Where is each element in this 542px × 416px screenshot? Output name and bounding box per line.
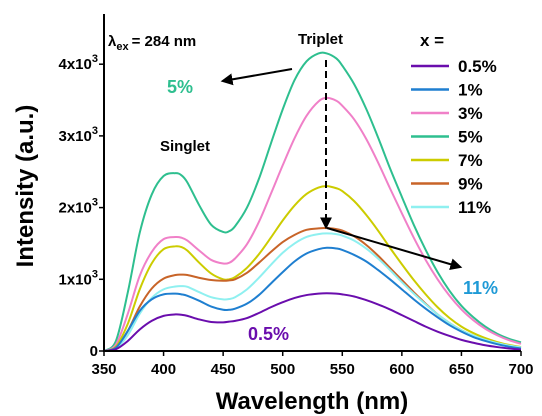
- y-tick-label: 1x103: [59, 268, 99, 288]
- x-axis-title: Wavelength (nm): [216, 388, 408, 415]
- excitation-annotation: λex = 284 nm: [108, 33, 196, 53]
- series-line-1pct: [103, 246, 522, 352]
- label-11-percent: 11%: [463, 278, 498, 298]
- label-0-5-percent: 0.5%: [248, 324, 289, 344]
- legend-label: 0.5%: [458, 57, 497, 76]
- series-line-7pct: [103, 185, 522, 352]
- legend-label: 9%: [458, 175, 483, 194]
- series-line-9pct: [103, 226, 522, 352]
- x-tick-label: 650: [449, 361, 474, 378]
- arrow-to-11-percent: [326, 227, 463, 271]
- x-tick-label: 350: [91, 361, 116, 378]
- x-tick-label: 500: [270, 361, 295, 378]
- x-tick-label: 450: [211, 361, 236, 378]
- y-tick-label: 3x103: [59, 125, 99, 145]
- legend-label: 11%: [458, 198, 491, 217]
- legend-title: x =: [420, 31, 444, 50]
- y-tick-label: 2x103: [59, 197, 99, 217]
- arrows: [220, 60, 463, 271]
- series-line-0-5pct: [103, 292, 522, 352]
- plot-curves: [103, 51, 522, 352]
- x-tick-label: 550: [330, 361, 355, 378]
- legend-label: 5%: [458, 128, 483, 147]
- y-tick-label: 4x103: [59, 53, 99, 73]
- x-tick-label: 400: [151, 361, 176, 378]
- series-line-11pct: [103, 232, 522, 352]
- series-line-5pct: [103, 51, 522, 352]
- y-ticks: 0 1x103 2x103 3x103 4x103: [59, 53, 104, 360]
- label-5-percent: 5%: [167, 77, 193, 97]
- singlet-label: Singlet: [160, 138, 210, 155]
- legend-label: 7%: [458, 151, 483, 170]
- triplet-label: Triplet: [298, 31, 343, 48]
- arrow-to-5-percent: [220, 68, 293, 86]
- x-tick-label: 700: [508, 361, 533, 378]
- legend-label: 1%: [458, 81, 483, 100]
- series-line-3pct: [103, 96, 522, 352]
- legend-label: 3%: [458, 104, 483, 123]
- legend: x = 0.5% 1% 3% 5% 7% 9% 11%: [411, 31, 497, 217]
- y-axis-title: Intensity (a.u.): [12, 105, 39, 268]
- x-ticks: 350 400 450 500 550 600 650 700: [91, 351, 534, 378]
- y-tick-label: 0: [90, 343, 98, 360]
- x-tick-label: 600: [389, 361, 414, 378]
- axes: [103, 14, 521, 352]
